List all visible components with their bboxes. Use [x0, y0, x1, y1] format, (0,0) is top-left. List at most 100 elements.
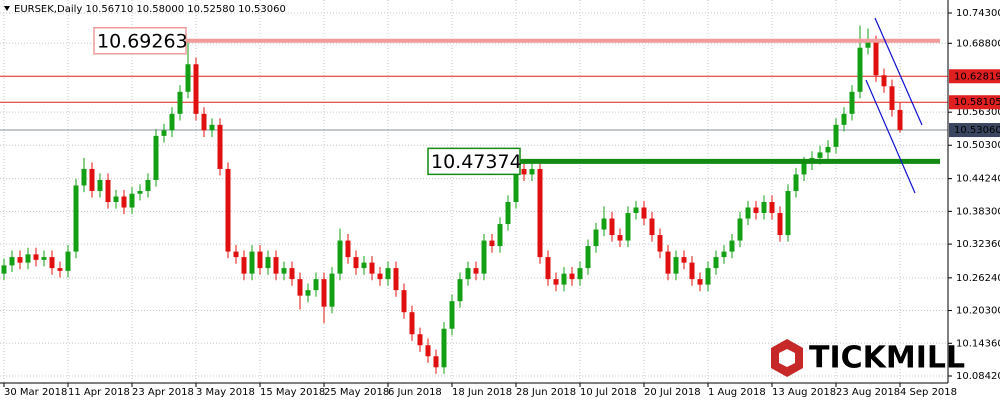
candle-body: [233, 251, 239, 258]
candle-body: [729, 240, 735, 252]
candle-body: [817, 152, 823, 158]
candle-body: [305, 290, 311, 296]
candle-body: [273, 257, 279, 274]
price-tag-label: 10.58105: [954, 97, 1000, 108]
candle-body: [793, 174, 799, 191]
x-tick-label: 25 May 2018: [324, 387, 389, 398]
candle-body: [281, 268, 287, 274]
candle-body: [497, 224, 503, 247]
candle-body: [49, 257, 55, 269]
candle-body: [241, 257, 247, 274]
candle-body: [145, 179, 151, 191]
candle-body: [881, 75, 887, 87]
candle-body: [441, 328, 447, 368]
y-tick-label: 10.26240: [956, 273, 1000, 284]
candle-body: [745, 207, 751, 219]
candle-body: [33, 254, 39, 260]
y-tick-label: 10.44240: [956, 174, 1000, 185]
candle-body: [129, 193, 135, 208]
annotation-box: [427, 147, 521, 176]
candle-body: [673, 257, 679, 274]
candle-body: [625, 213, 631, 241]
candle-body: [1, 265, 7, 274]
candle-body: [873, 42, 879, 76]
candle-body: [105, 179, 111, 202]
y-tick-label: 10.74300: [956, 8, 1000, 19]
x-tick-label: 15 May 2018: [260, 387, 325, 398]
x-tick-label: 23 Apr 2018: [132, 387, 194, 398]
candle-body: [457, 279, 463, 302]
candle-body: [481, 240, 487, 274]
candle-body: [201, 113, 207, 131]
candle-body: [569, 273, 575, 280]
candle-body: [89, 168, 95, 191]
trend-line: [874, 17, 923, 126]
candle-body: [761, 201, 767, 214]
candle-body: [593, 229, 599, 247]
x-tick-label: 10 Jul 2018: [580, 387, 637, 398]
candle-body: [153, 135, 159, 180]
candle-body: [329, 273, 335, 307]
x-tick-label: 23 Aug 2018: [836, 387, 900, 398]
annotation-label: 10.47374: [431, 151, 522, 173]
candle-body: [177, 91, 183, 114]
candle-body: [489, 240, 495, 247]
price-tag: [949, 69, 1000, 84]
y-tick-label: 10.38300: [956, 206, 1000, 217]
candle-body: [585, 246, 591, 269]
candle-body: [465, 268, 471, 280]
candle-body: [297, 279, 303, 296]
candle-body: [289, 268, 295, 280]
candle-body: [617, 235, 623, 241]
x-tick-label: 3 May 2018: [196, 387, 255, 398]
candle-body: [849, 91, 855, 114]
x-tick-label: 11 Apr 2018: [68, 387, 130, 398]
y-tick-label: 10.50300: [956, 140, 1000, 151]
candle-body: [65, 251, 71, 271]
candle-body: [361, 262, 367, 269]
candle-body: [737, 218, 743, 241]
candle-body: [897, 109, 903, 131]
candle-body: [513, 168, 519, 202]
candle-body: [601, 218, 607, 230]
candle-body: [609, 218, 615, 236]
candle-body: [113, 196, 119, 202]
y-tick-label: 10.56300: [956, 107, 1000, 118]
candle-body: [97, 179, 103, 191]
candle-body: [377, 273, 383, 280]
chart-title: EURSEK,Daily 10.56710 10.58000 10.52580 …: [14, 4, 286, 15]
candle-body: [689, 262, 695, 280]
candle-body: [641, 207, 647, 219]
candle-body: [257, 251, 263, 269]
candle-body: [345, 240, 351, 258]
trend-line: [865, 79, 916, 194]
candle-body: [753, 207, 759, 214]
logo-icon: [779, 349, 795, 367]
candle-body: [769, 201, 775, 214]
candle-body: [801, 163, 807, 175]
logo: TICKMILL: [771, 339, 965, 377]
candle-body: [537, 168, 543, 258]
candle-body: [577, 268, 583, 280]
candle-body: [841, 113, 847, 125]
candle-body: [25, 254, 31, 263]
candle-body: [545, 257, 551, 280]
annotation-label: 10.69263: [97, 30, 188, 52]
x-tick-label: 13 Aug 2018: [772, 387, 836, 398]
candle-body: [169, 113, 175, 131]
candle-body: [57, 268, 63, 271]
x-tick-label: 20 Jul 2018: [644, 387, 701, 398]
x-tick-label: 18 Jun 2018: [452, 387, 512, 398]
x-tick-label: 4 Sep 2018: [900, 387, 957, 398]
candle-body: [785, 190, 791, 236]
y-tick-label: 10.32360: [956, 239, 1000, 250]
candle-body: [633, 207, 639, 214]
logo-text: TICKMILL: [809, 341, 965, 376]
candle-body: [409, 312, 415, 335]
candle-body: [825, 146, 831, 153]
candle-body: [41, 257, 47, 260]
candle-body: [369, 262, 375, 274]
